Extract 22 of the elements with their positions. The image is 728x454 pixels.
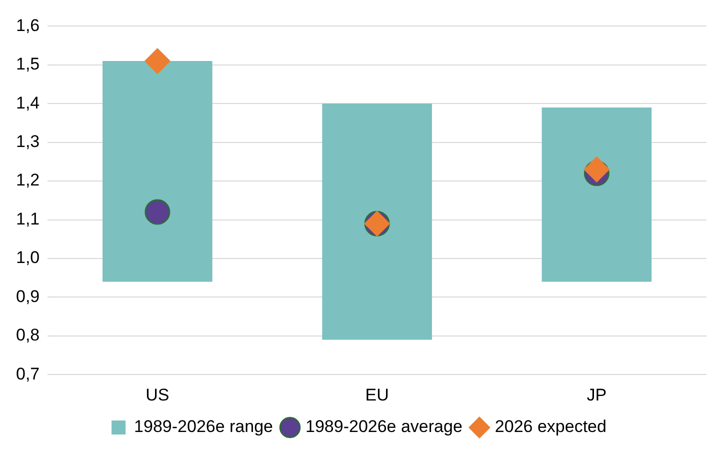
y-tick-label: 1,0: [16, 248, 40, 268]
point: [144, 48, 170, 74]
y-tick-label: 1,5: [16, 54, 40, 74]
y-tick-label: 1,1: [16, 209, 40, 228]
x-tick-label: EU: [365, 385, 389, 404]
bar: [322, 104, 432, 340]
legend-label: 1989-2026e range: [134, 417, 274, 436]
legend-label: 1989-2026e average: [306, 417, 462, 436]
point: [584, 156, 610, 182]
y-tick-label: 0,8: [16, 326, 40, 345]
y-tick-label: 0,7: [16, 364, 40, 384]
y-tick-label: 1,2: [16, 170, 40, 190]
x-tick-label: US: [146, 385, 170, 404]
y-tick-label: 1,4: [16, 93, 40, 112]
y-tick-label: 0,9: [16, 286, 40, 306]
x-tick-label: JP: [586, 385, 607, 404]
y-tick-label: 1,6: [16, 16, 40, 35]
legend-label: 2026 expected: [494, 417, 606, 436]
bar: [542, 107, 652, 282]
y-tick-label: 1,3: [16, 132, 40, 152]
point: [144, 199, 170, 225]
bar: [102, 61, 212, 282]
